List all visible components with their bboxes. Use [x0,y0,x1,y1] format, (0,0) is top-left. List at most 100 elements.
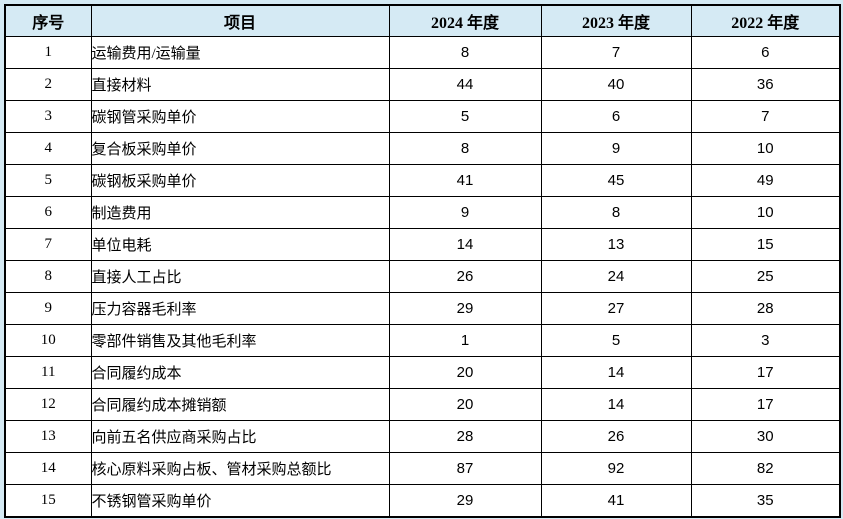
cell-index: 4 [4,132,92,165]
cell-y2024: 20 [388,388,542,421]
cell-y2024: 5 [388,100,542,133]
cell-item: 碳钢管采购单价 [90,100,390,133]
cell-y2024: 41 [388,164,542,197]
table-row: 14 核心原料采购占板、管材采购总额比 87 92 82 [4,452,841,485]
header-year-2022: 2022 年度 [690,4,841,37]
cell-index: 10 [4,324,92,357]
cell-item: 单位电耗 [90,228,390,261]
cell-index: 6 [4,196,92,229]
header-index: 序号 [4,4,92,37]
cell-y2022: 7 [690,100,841,133]
cell-y2022: 3 [690,324,841,357]
table-row: 15 不锈钢管采购单价 29 41 35 [4,484,841,518]
cell-index: 7 [4,228,92,261]
cell-y2024: 29 [388,292,542,325]
cell-item: 合同履约成本 [90,356,390,389]
cell-y2023: 41 [540,484,692,518]
year-data-table: 序号 项目 2024 年度 2023 年度 2022 年度 1 运输费用/运输量 8… [4,4,841,518]
cell-y2024: 8 [388,132,542,165]
cell-y2023: 45 [540,164,692,197]
table-row: 4 复合板采购单价 8 9 10 [4,132,841,165]
cell-y2024: 8 [388,36,542,69]
cell-y2023: 5 [540,324,692,357]
cell-y2024: 1 [388,324,542,357]
header-item: 项目 [90,4,390,37]
cell-y2022: 49 [690,164,841,197]
table-row: 8 直接人工占比 26 24 25 [4,260,841,293]
cell-index: 11 [4,356,92,389]
cell-y2022: 17 [690,356,841,389]
cell-y2024: 44 [388,68,542,101]
cell-y2024: 29 [388,484,542,518]
header-year-2024: 2024 年度 [388,4,542,37]
cell-y2024: 26 [388,260,542,293]
table-row: 6 制造费用 9 8 10 [4,196,841,229]
cell-item: 不锈钢管采购单价 [90,484,390,518]
table-row: 10 零部件销售及其他毛利率 1 5 3 [4,324,841,357]
cell-y2022: 30 [690,420,841,453]
cell-y2024: 20 [388,356,542,389]
cell-y2022: 17 [690,388,841,421]
cell-y2022: 10 [690,196,841,229]
cell-y2023: 6 [540,100,692,133]
cell-y2024: 9 [388,196,542,229]
cell-y2023: 40 [540,68,692,101]
cell-y2023: 14 [540,388,692,421]
cell-item: 直接人工占比 [90,260,390,293]
cell-item: 合同履约成本摊销额 [90,388,390,421]
cell-item: 运输费用/运输量 [90,36,390,69]
cell-y2022: 10 [690,132,841,165]
cell-index: 3 [4,100,92,133]
cell-y2022: 35 [690,484,841,518]
cell-index: 15 [4,484,92,518]
cell-item: 向前五名供应商采购占比 [90,420,390,453]
table-row: 1 运输费用/运输量 8 7 6 [4,36,841,69]
table-row: 13 向前五名供应商采购占比 28 26 30 [4,420,841,453]
cell-y2022: 36 [690,68,841,101]
cell-y2024: 14 [388,228,542,261]
cell-y2022: 25 [690,260,841,293]
cell-y2024: 87 [388,452,542,485]
table-row: 2 直接材料 44 40 36 [4,68,841,101]
cell-item: 碳钢板采购单价 [90,164,390,197]
cell-index: 5 [4,164,92,197]
cell-index: 1 [4,36,92,69]
header-year-2023: 2023 年度 [540,4,692,37]
cell-item: 直接材料 [90,68,390,101]
cell-y2023: 9 [540,132,692,165]
cell-index: 12 [4,388,92,421]
cell-y2023: 92 [540,452,692,485]
cell-item: 制造费用 [90,196,390,229]
cell-y2023: 13 [540,228,692,261]
cell-y2023: 8 [540,196,692,229]
cell-index: 2 [4,68,92,101]
cell-item: 压力容器毛利率 [90,292,390,325]
cell-y2024: 28 [388,420,542,453]
header-row: 序号 项目 2024 年度 2023 年度 2022 年度 [4,4,841,37]
table-row: 7 单位电耗 14 13 15 [4,228,841,261]
cell-y2023: 27 [540,292,692,325]
cell-item: 复合板采购单价 [90,132,390,165]
table-header: 序号 项目 2024 年度 2023 年度 2022 年度 [4,4,841,37]
cell-item: 核心原料采购占板、管材采购总额比 [90,452,390,485]
cell-y2022: 15 [690,228,841,261]
table-row: 12 合同履约成本摊销额 20 14 17 [4,388,841,421]
cell-y2023: 26 [540,420,692,453]
table-row: 11 合同履约成本 20 14 17 [4,356,841,389]
table-row: 9 压力容器毛利率 29 27 28 [4,292,841,325]
table-row: 3 碳钢管采购单价 5 6 7 [4,100,841,133]
cell-index: 13 [4,420,92,453]
cell-item: 零部件销售及其他毛利率 [90,324,390,357]
table-body: 1 运输费用/运输量 8 7 6 2 直接材料 44 40 36 3 碳钢管采购单价 5 6 7 4 复合板采购… [4,36,841,518]
cell-index: 14 [4,452,92,485]
table-row: 5 碳钢板采购单价 41 45 49 [4,164,841,197]
cell-y2022: 28 [690,292,841,325]
cell-index: 9 [4,292,92,325]
cell-index: 8 [4,260,92,293]
cell-y2023: 14 [540,356,692,389]
cell-y2022: 6 [690,36,841,69]
cell-y2023: 7 [540,36,692,69]
cell-y2023: 24 [540,260,692,293]
cell-y2022: 82 [690,452,841,485]
